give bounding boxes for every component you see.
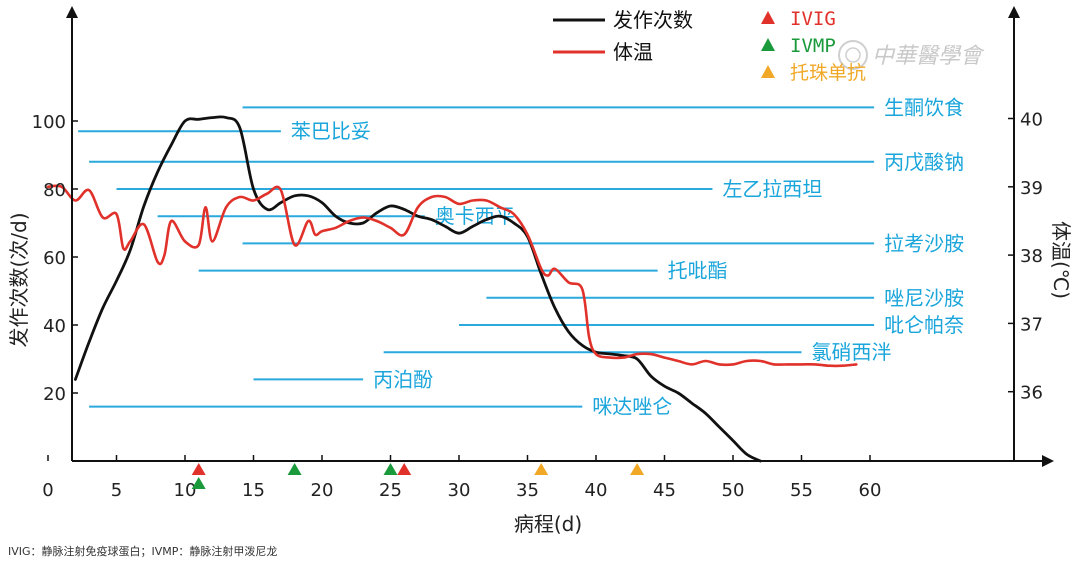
- legend-marker-icon: [761, 11, 775, 24]
- legend-marker-icon: [761, 38, 775, 51]
- treatment-marker-icon: [383, 463, 398, 475]
- y-axis-left-arrow-icon: [66, 6, 78, 18]
- treatment-marker-icon: [191, 477, 206, 489]
- y-axis-right-arrow-icon: [1008, 6, 1020, 18]
- y-left-tick-label: 40: [43, 316, 66, 337]
- y-right-tick-label: 36: [1020, 383, 1043, 404]
- legend-marker-label: IVMP: [790, 35, 836, 57]
- y-right-tick-label: 39: [1020, 178, 1043, 199]
- x-tick-label: 60: [859, 480, 882, 501]
- x-tick-label: 15: [242, 480, 265, 501]
- treatment-marker-icon: [191, 463, 206, 475]
- y-right-tick-label: 37: [1020, 314, 1043, 335]
- drug-label: 苯巴比妥: [291, 119, 371, 143]
- axes: [66, 6, 1054, 467]
- drug-lines: 生酮饮食苯巴比妥丙戊酸钠左乙拉西坦奥卡西平拉考沙胺托吡酯唑尼沙胺吡仑帕奈氯硝西泮…: [78, 95, 964, 419]
- watermark-text: 中華醫學會: [872, 44, 985, 69]
- x-tick-label: 20: [311, 480, 334, 501]
- drug-label: 咪达唑仑: [592, 395, 672, 419]
- y-left-tick-label: 100: [32, 112, 66, 133]
- x-tick-label: 30: [448, 480, 471, 501]
- y-right-axis-title: 体温(℃): [1049, 221, 1073, 299]
- drug-label: 丙泊酚: [373, 367, 433, 391]
- treatment-markers: [191, 463, 645, 489]
- drug-label: 托吡酯: [668, 259, 728, 283]
- x-tick-label: 45: [653, 480, 676, 501]
- series-line: [46, 184, 858, 368]
- x-tick-label: 55: [790, 480, 813, 501]
- x-tick-label: 40: [585, 480, 608, 501]
- watermark: 中華醫學會: [838, 40, 985, 70]
- x-tick-label: 35: [516, 480, 539, 501]
- treatment-marker-icon: [287, 463, 302, 475]
- footnote: IVIG：静脉注射免疫球蛋白；IVMP：静脉注射甲泼尼龙: [8, 545, 278, 558]
- x-tick-label: 25: [379, 480, 402, 501]
- legend-line-label: 体温: [613, 40, 653, 64]
- legend-line-label: 发作次数: [613, 8, 693, 32]
- x-tick-label: 50: [722, 480, 745, 501]
- x-tick-label: 10: [174, 480, 197, 501]
- treatment-marker-icon: [397, 463, 412, 475]
- drug-label: 唑尼沙胺: [884, 286, 964, 310]
- y-right-tick-label: 40: [1020, 110, 1043, 131]
- x-axis-title: 病程(d): [514, 512, 582, 536]
- drug-label: 左乙拉西坦: [722, 177, 822, 201]
- legend-marker-icon: [761, 65, 775, 78]
- drug-label: 生酮饮食: [884, 95, 964, 119]
- drug-label: 拉考沙胺: [884, 231, 964, 255]
- watermark-seal-icon: [838, 40, 868, 70]
- y-left-tick-label: 60: [43, 248, 66, 269]
- drug-label: 吡仑帕奈: [884, 313, 964, 337]
- drug-label: 氯硝西泮: [812, 340, 892, 364]
- x-axis-arrow-icon: [1042, 455, 1054, 467]
- y-left-tick-label: 20: [43, 384, 66, 405]
- legend-marker-label: 托珠单抗: [790, 62, 866, 84]
- drug-label: 丙戊酸钠: [884, 150, 964, 174]
- series-lines: [46, 115, 858, 463]
- treatment-marker-icon: [534, 463, 549, 475]
- treatment-marker-icon: [630, 463, 645, 475]
- tick-labels: 0 5 10 15 20 25 30 35 40 45 50 55 60 20 40 60 80 100 36 37 3…: [7, 110, 1073, 537]
- legend-marker-label: IVIG: [790, 8, 836, 30]
- x-tick-label: 0: [42, 480, 53, 501]
- x-tick-label: 5: [111, 480, 122, 501]
- y-left-axis-title: 发作次数(次/d): [7, 212, 31, 347]
- y-left-tick-label: 80: [43, 180, 66, 201]
- y-right-tick-label: 38: [1020, 246, 1043, 267]
- series-line: [74, 115, 762, 463]
